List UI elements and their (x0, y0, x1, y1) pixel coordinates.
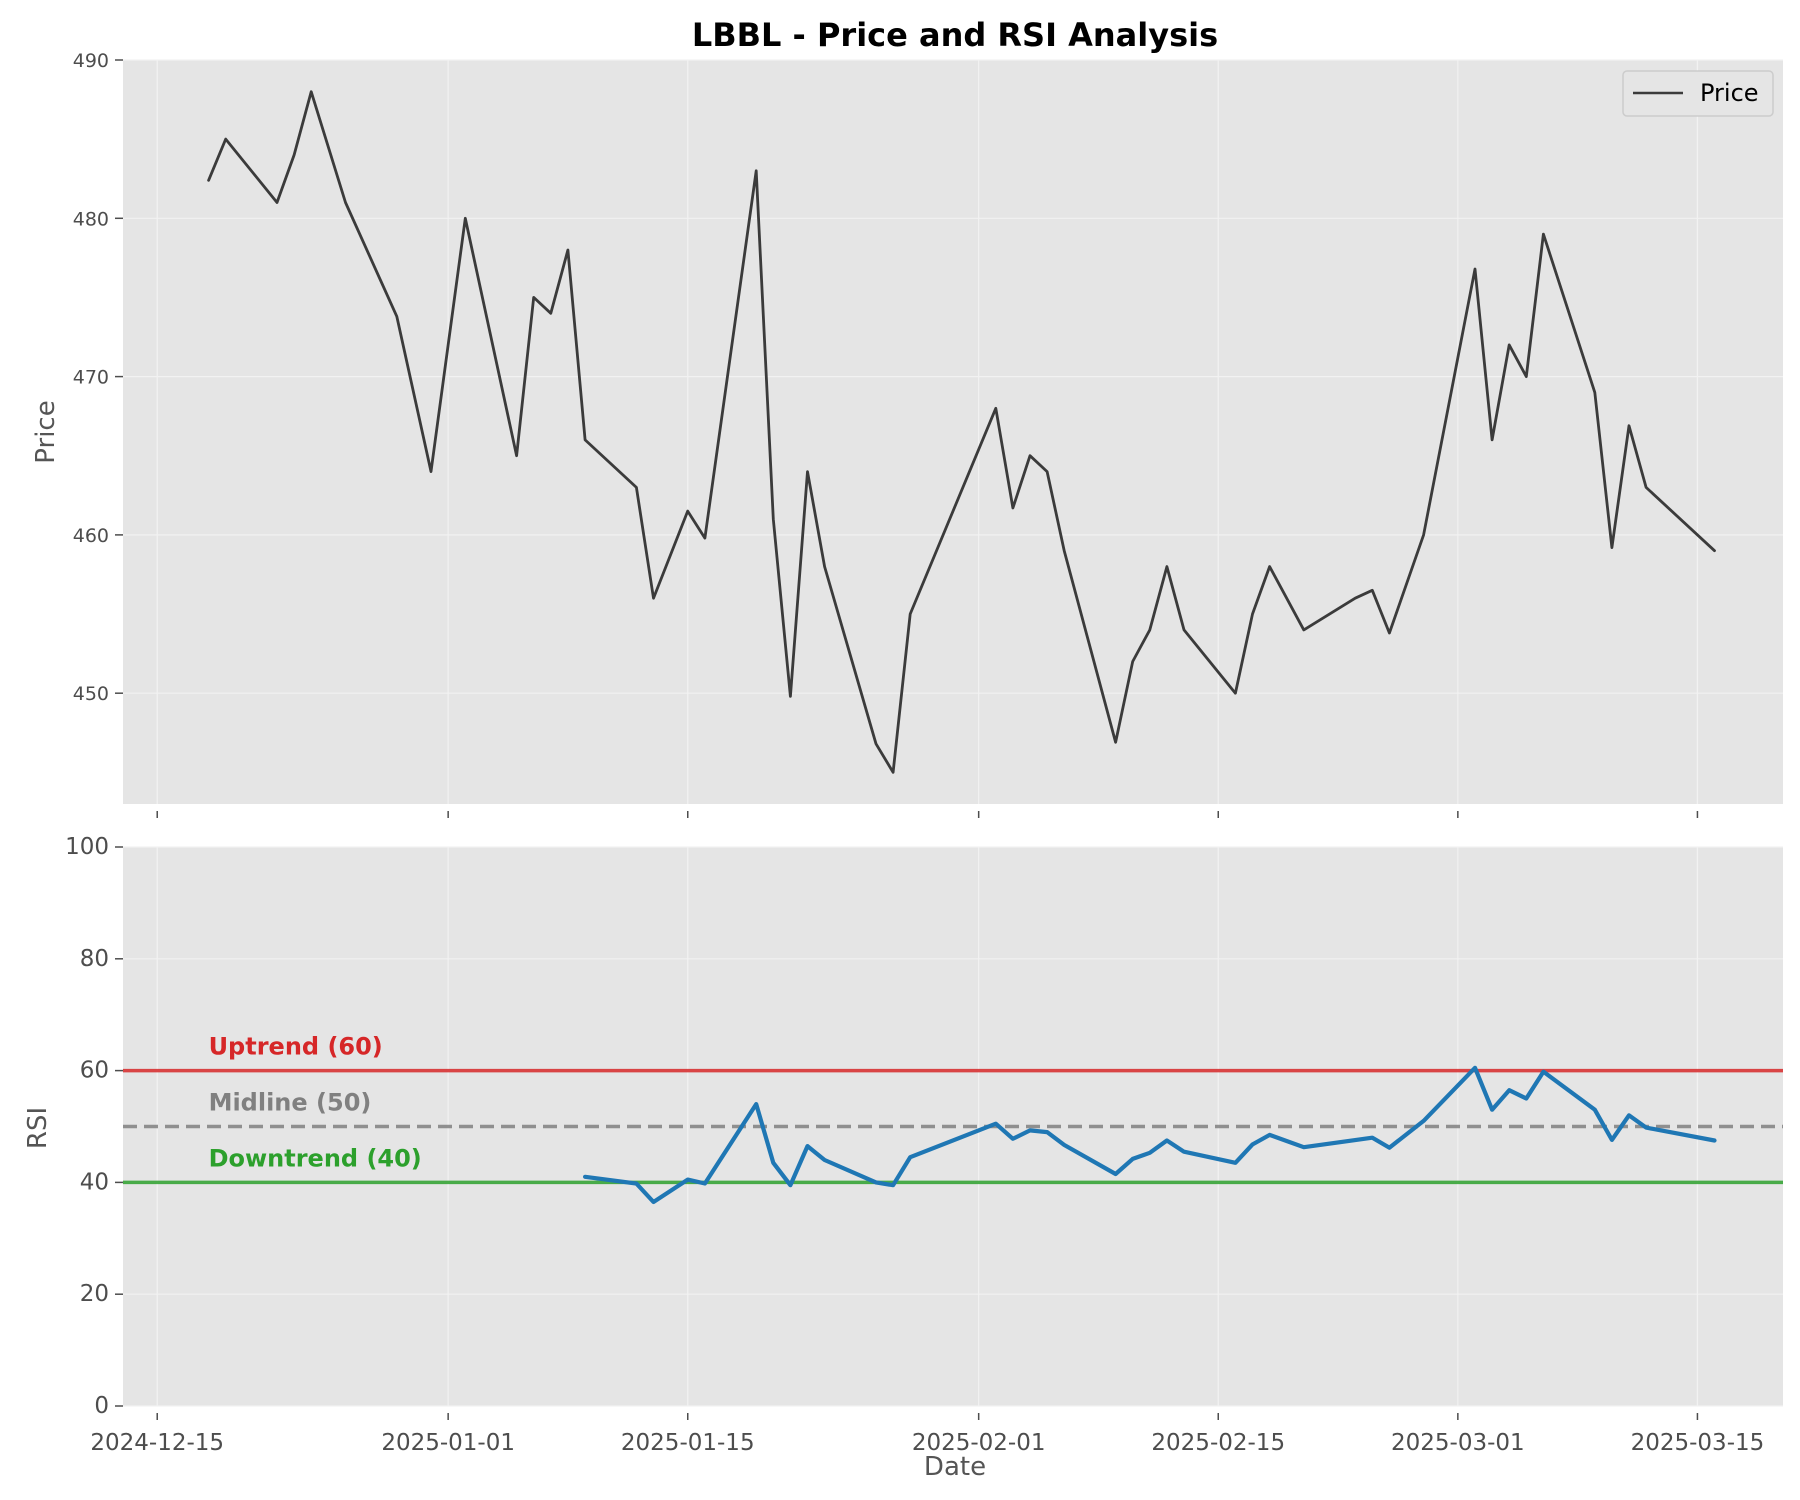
x-axis-label: Date (924, 1452, 986, 1482)
price-axis-label: Price (31, 400, 61, 463)
price-legend[interactable]: Price (1622, 70, 1774, 117)
y-tick-label: 490 (73, 50, 109, 72)
reference-line-label: Uptrend (60) (209, 1033, 383, 1061)
y-tick-label: 480 (73, 208, 109, 230)
rsi-series-line (582, 1065, 1717, 1205)
x-tick-label: 2025-02-15 (1151, 1430, 1285, 1456)
price-plot-area (123, 60, 1783, 804)
y-tick-label: 450 (73, 683, 109, 705)
chart-title: LBBL - Price and RSI Analysis (692, 16, 1218, 54)
reference-line-label: Midline (50) (209, 1089, 372, 1117)
x-tick-label: 2024-12-15 (90, 1430, 224, 1456)
price-grid (123, 59, 1783, 804)
rsi-x-ticks: 2024-12-15 2025-01-01 2025-01-15 2025-02-01… (90, 1413, 1764, 1456)
x-tick-label: 2025-01-15 (621, 1430, 755, 1456)
x-tick-label: 2025-03-01 (1391, 1430, 1525, 1456)
legend-price-label: Price (1700, 79, 1759, 107)
x-tick-label: 2025-03-15 (1631, 1430, 1765, 1456)
price-y-ticks: 450 460 470 480 490 (73, 50, 123, 705)
y-tick-label: 470 (73, 367, 109, 389)
rsi-y-ticks: 0 20 40 60 80 100 (65, 834, 123, 1419)
legend-box (1622, 70, 1774, 117)
price-x-ticks (156, 811, 1699, 818)
y-tick-label: 40 (80, 1169, 109, 1195)
rsi-axis-label: RSI (23, 1107, 53, 1149)
y-tick-label: 80 (80, 946, 109, 972)
y-tick-label: 460 (73, 525, 109, 547)
price-panel: 450 460 470 480 490 Price Price (31, 50, 1783, 818)
rsi-reference-lines: Uptrend (60) Midline (50) Downtrend (40) (123, 1033, 1783, 1185)
price-series-group (207, 90, 1716, 774)
y-tick-label: 0 (94, 1393, 109, 1419)
x-tick-label: 2025-01-01 (381, 1430, 515, 1456)
x-tick-label: 2025-02-01 (912, 1430, 1046, 1456)
reference-line-label: Downtrend (40) (209, 1144, 422, 1172)
y-tick-label: 20 (80, 1281, 109, 1307)
rsi-panel: 0 20 40 60 80 100 2024-12-15 2025-01-01 2025-01… (23, 834, 1783, 1456)
price-series-line (207, 90, 1716, 774)
y-tick-label: 60 (80, 1058, 109, 1084)
y-tick-label: 100 (65, 834, 109, 860)
rsi-series-group (582, 1065, 1717, 1205)
